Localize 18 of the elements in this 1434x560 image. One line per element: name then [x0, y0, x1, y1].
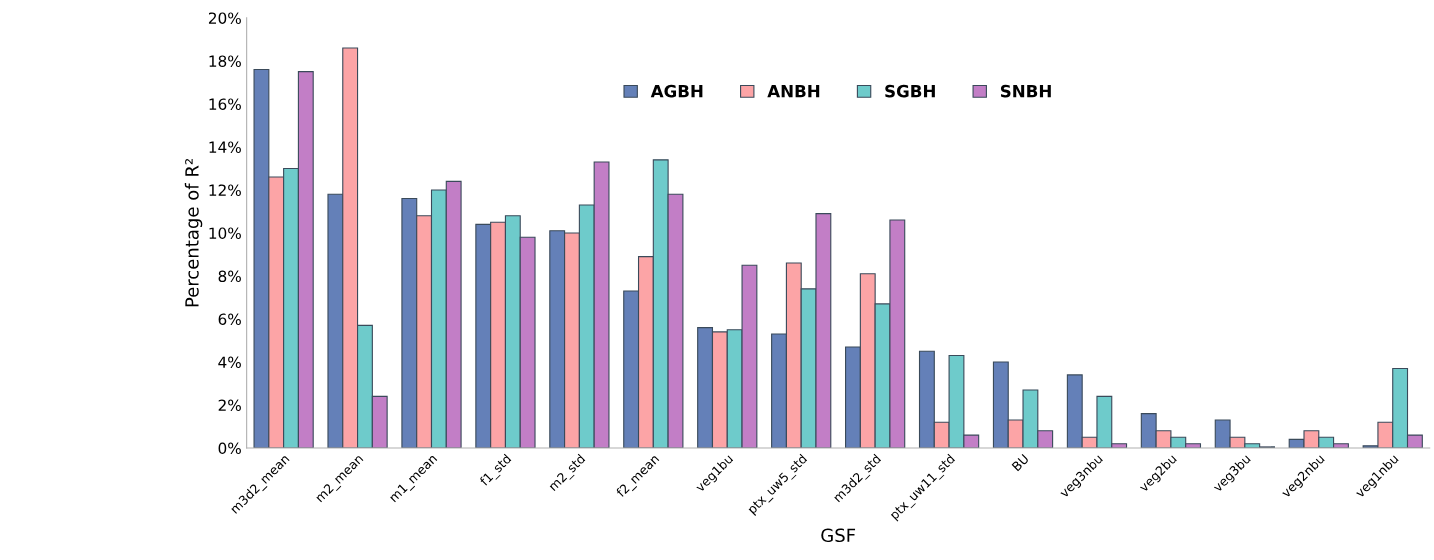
x-axis-title: GSF — [821, 528, 856, 543]
legend-label: SGBH — [885, 84, 935, 98]
y-tick-label: 0% — [218, 442, 241, 455]
y-tick-label: 4% — [218, 356, 241, 369]
y-tick-label: 16% — [209, 98, 241, 110]
y-tick-label: 18% — [209, 55, 241, 67]
y-tick-label: 12% — [209, 184, 241, 196]
legend-label: ANBH — [767, 85, 820, 98]
y-tick-label: 8% — [218, 270, 241, 282]
legend-label: AGBH — [650, 84, 703, 98]
y-tick-label: 14% — [209, 141, 241, 153]
y-tick-label: 20% — [208, 12, 241, 24]
legend-label: SNBH — [1000, 84, 1051, 98]
y-tick-label: 2% — [218, 399, 241, 412]
y-axis-title: Percentage of R² — [184, 158, 203, 307]
x-tick-label: BU — [1011, 453, 1030, 472]
y-tick-label: 6% — [218, 313, 241, 325]
y-tick-label: 10% — [209, 227, 241, 239]
